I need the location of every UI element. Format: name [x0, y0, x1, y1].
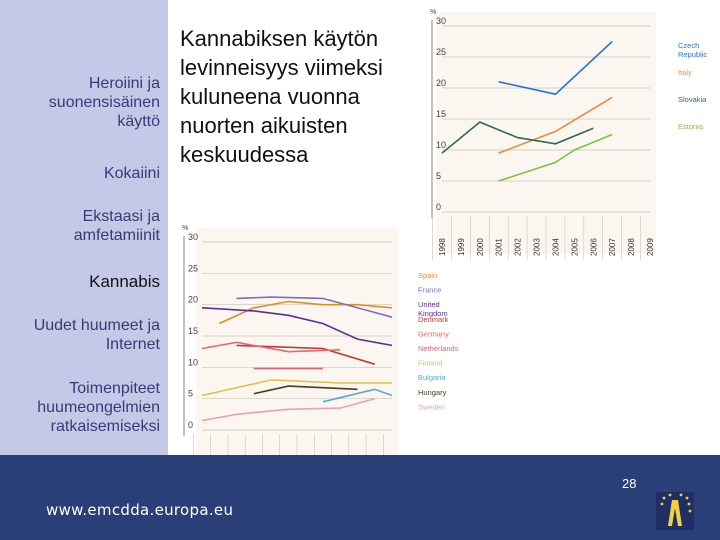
- top-chart-ytick-label: 20: [436, 78, 446, 88]
- chart-top: % 0 5 10 15 20 25 30 1998 1999 2000 2001 2002 2003 200…: [430, 9, 707, 260]
- emcdda-logo-icon: [656, 492, 694, 530]
- top-chart-ytick-label: 15: [436, 109, 446, 119]
- bottom-chart-series-line-denmark: [236, 344, 375, 365]
- top-chart-series-line-italy: [498, 96, 613, 154]
- top-chart-xtick-label: 2002: [514, 238, 523, 256]
- bottom-chart-ytick-label: 5: [188, 389, 193, 399]
- top-chart-ytick-label: 10: [436, 140, 446, 150]
- top-chart-ytick-label: 30: [436, 16, 446, 26]
- top-chart-series-line-estonia: [498, 133, 613, 182]
- top-chart-legend-entry: Estonia: [678, 122, 704, 131]
- top-chart-legend-entry: Italy: [678, 68, 692, 77]
- top-chart-xtick-label: 1998: [438, 238, 447, 256]
- top-chart-series-line-czech-republic: [498, 40, 613, 96]
- sidebar-item-responses[interactable]: Toimenpiteet huumeongelmien ratkaisemise…: [37, 380, 160, 435]
- bottom-chart-legend-entry: Finland: [418, 359, 443, 368]
- footer-url[interactable]: www.emcdda.europa.eu: [46, 501, 234, 519]
- bottom-chart-ytick-label: 10: [188, 357, 198, 367]
- bottom-chart-series-line-bulgaria: [322, 388, 393, 403]
- sidebar-item-new-drugs[interactable]: Uudet huumeet ja Internet: [33, 317, 160, 353]
- top-chart-xtick-label: 2007: [608, 238, 617, 256]
- bottom-chart-series-line-hungary: [253, 385, 358, 395]
- bottom-chart-series-line-sweden: [201, 397, 375, 422]
- top-chart-ytick-label: 5: [436, 171, 441, 181]
- bottom-chart-ytick-label: 0: [188, 420, 193, 430]
- footer: www.emcdda.europa.eu 28: [0, 455, 720, 540]
- chart-bottom: %051015202530199819992000200120022003200…: [182, 225, 459, 478]
- sidebar-item-cocaine[interactable]: Kokaiini: [103, 165, 160, 182]
- bottom-chart-ytick-label: 15: [188, 326, 198, 336]
- bottom-chart-series-line-finland: [201, 379, 392, 397]
- bottom-chart-series-line-france: [236, 296, 393, 318]
- sidebar-item-cannabis[interactable]: Kannabis: [89, 272, 160, 291]
- top-chart-xtick-label: 2006: [589, 238, 598, 256]
- bottom-chart-plot-background: [196, 228, 398, 471]
- top-chart-legend-entry: Slovakia: [678, 95, 707, 104]
- bottom-chart-ytick-label: 30: [188, 232, 198, 242]
- top-chart-xtick-label: 1999: [457, 238, 466, 256]
- top-chart-series-line-slovakia: [441, 121, 594, 154]
- top-chart-ytick-label: 0: [436, 202, 441, 212]
- top-chart-unit-label: %: [430, 9, 436, 16]
- bottom-chart-legend-entry: Hungary: [418, 388, 447, 397]
- bottom-chart-series-line-united-kingdom: [201, 307, 393, 347]
- bottom-chart-legend-entry: United Kingdom: [418, 300, 448, 318]
- top-chart-xtick-label: 2005: [570, 238, 579, 256]
- page-title: Kannabiksen käytön levinneisyys viimeksi…: [180, 26, 383, 167]
- top-chart-xtick-label: 2004: [551, 238, 560, 256]
- sidebar-item-heroin[interactable]: Heroiini ja suonensisäinen käyttö: [48, 75, 160, 130]
- top-chart-legend-entry: Czech Republic: [678, 41, 707, 59]
- page-number: 28: [622, 476, 637, 491]
- top-chart-xtick-label: 2008: [627, 238, 636, 256]
- top-chart-ytick-label: 25: [436, 47, 446, 57]
- bottom-chart-unit-label: %: [182, 225, 188, 232]
- bottom-chart-series-line-germany: [201, 341, 341, 353]
- top-chart-xtick-label: 2000: [476, 238, 485, 256]
- bottom-chart-ytick-label: 20: [188, 295, 198, 305]
- bottom-chart-ytick-label: 25: [188, 263, 198, 273]
- bottom-chart-legend-entry: Sweden: [418, 402, 445, 411]
- bottom-chart-legend-entry: Spain: [418, 271, 437, 280]
- sidebar: Heroiini ja suonensisäinen käyttö Kokaii…: [0, 0, 168, 455]
- bottom-chart-legend-entry: Denmark: [418, 315, 449, 324]
- bottom-chart-legend-entry: Netherlands: [418, 344, 459, 353]
- top-chart-xtick-label: 2009: [646, 238, 655, 256]
- top-chart-xtick-label: 2001: [495, 238, 504, 256]
- sidebar-item-ecstasy[interactable]: Ekstaasi ja amfetamiinit: [73, 208, 160, 244]
- top-chart-plot-background: [436, 12, 656, 253]
- bottom-chart-legend-entry: Bulgaria: [418, 373, 446, 382]
- top-chart-xtick-label: 2003: [533, 238, 542, 256]
- bottom-chart-legend-entry: Germany: [418, 329, 449, 338]
- bottom-chart-legend-entry: France: [418, 286, 441, 295]
